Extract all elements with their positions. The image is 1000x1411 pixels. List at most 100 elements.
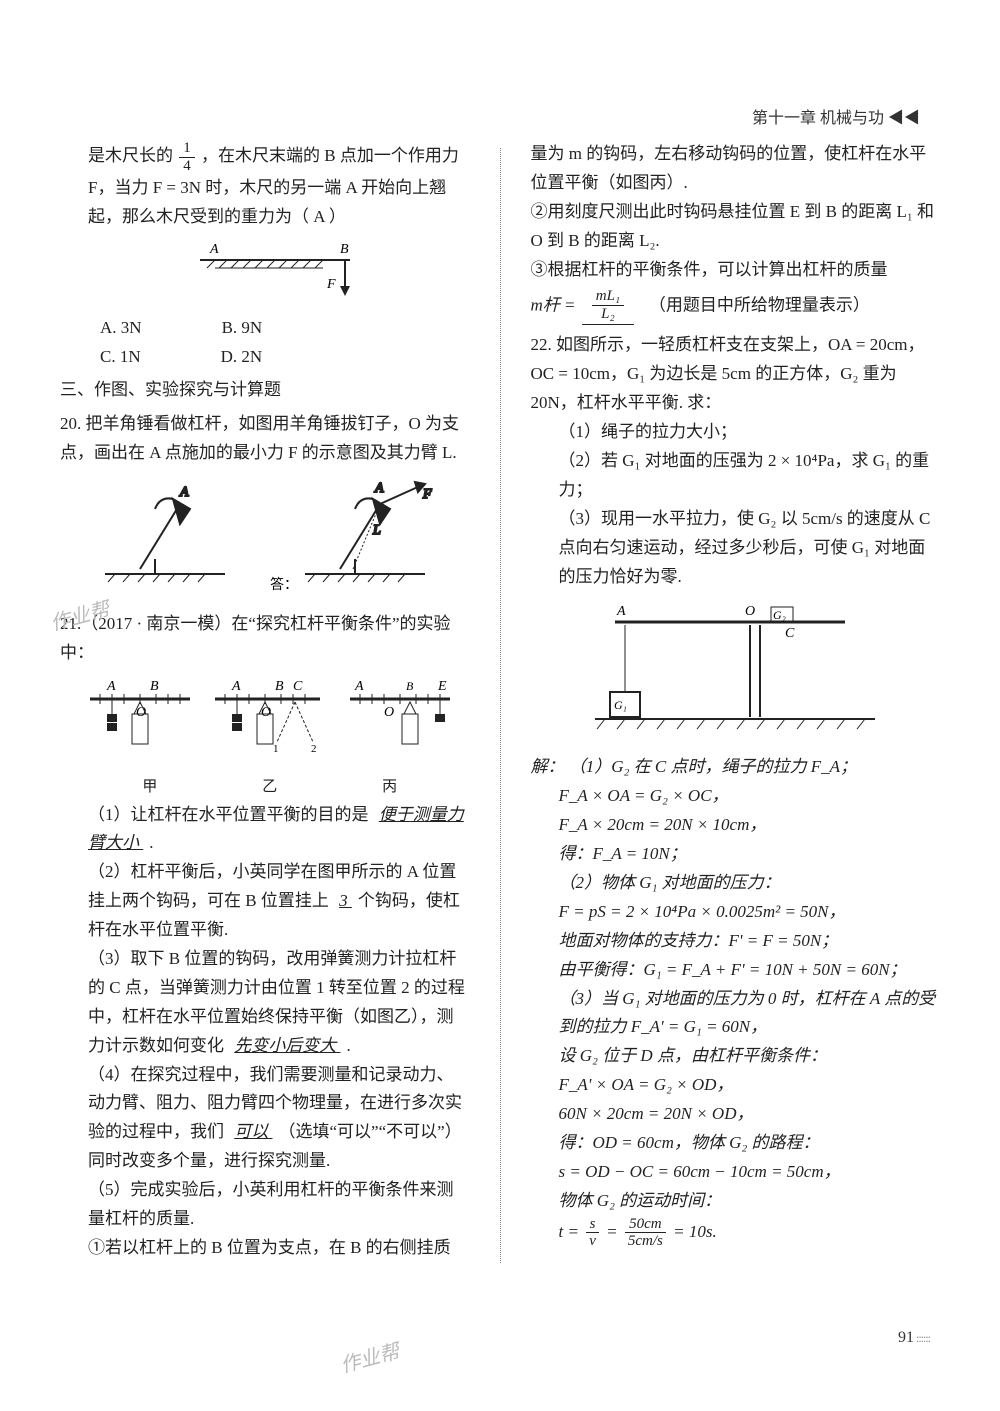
choice-D: D. 2N <box>221 343 263 372</box>
sol-3g: s = OD − OC = 60cm − 10cm = 50cm， <box>531 1158 941 1187</box>
q19-text: 是木尺长的 1 4 ，在木尺末端的 B 点加一个作用力 <box>60 140 470 174</box>
sol-label: 解： <box>531 757 565 776</box>
q21-p2-ans: 3 <box>333 891 358 910</box>
q21-p3-ans: 先变小后变大 <box>228 1036 346 1055</box>
q22-diagram: A O G₂ C G₁ <box>585 597 885 747</box>
label-jia: 甲 <box>142 775 157 801</box>
frac-num: 1 <box>179 140 195 158</box>
q19-dia-F: F <box>326 277 336 292</box>
q20-dia-L: L <box>372 523 381 538</box>
q22-p3: （3）现用一水平拉力，使 G₂ 以 5cm/s 的速度从 C 点向右匀速运动，经… <box>531 505 941 592</box>
q19-diagram: A B F <box>155 238 375 308</box>
q20-dia-F: F <box>422 487 432 502</box>
sol-3i-l: t = <box>559 1222 579 1241</box>
q21-text: 21.（2017 · 南京一模）在“探究杠杆平衡条件”的实验中： <box>60 610 470 668</box>
q21-subfig-labels: 甲 乙 丙 <box>60 775 470 801</box>
q21-p4: （4）在探究过程中，我们需要测量和记录动力、动力臂、阻力、阻力臂四个物理量，在进… <box>60 1061 470 1177</box>
svg-text:E: E <box>437 679 447 694</box>
q22-A: A <box>616 604 626 619</box>
sol-3i-m: = <box>606 1222 617 1241</box>
sol-3h: 物体 G₂ 的运动时间： <box>531 1187 941 1216</box>
sol-3d: F_A' × OA = G₂ × OD， <box>531 1071 941 1100</box>
eq-right: （用题目中所给物理量表示） <box>649 296 870 315</box>
frac-den: 4 <box>179 158 195 175</box>
eq-left: m杆 = <box>531 296 576 315</box>
q22-G1: G₁ <box>614 698 627 712</box>
sol-3a: （3）当 G₁ 对地面的压力为 0 时，杠杆在 A 点的受 <box>531 985 941 1014</box>
q22-p2: （2）若 G₁ 对地面的压强为 2 × 10⁴Pa，求 G₁ 的重力； <box>531 447 941 505</box>
eq-den: L₂ <box>597 306 619 323</box>
svg-text:A: A <box>354 679 364 694</box>
sol-2d: 由平衡得：G₁ = F_A + F' = 10N + 50N = 60N； <box>531 956 941 985</box>
choice-A: A. 3N <box>100 314 142 343</box>
q21-p1b: . <box>149 833 153 852</box>
q21-p2: （2）杠杆平衡后，小英同学在图甲所示的 A 位置挂上两个钩码，可在 B 位置挂上… <box>60 858 470 945</box>
q22-p1: （1）绳子的拉力大小； <box>531 418 941 447</box>
sol-2a: （2）物体 G₁ 对地面的压力： <box>531 869 941 898</box>
section3-title: 三、作图、实验探究与计算题 <box>60 376 470 405</box>
q21-p3: （3）取下 B 位置的钩码，改用弹簧测力计拉杠杆的 C 点，当弹簧测力计由位置 … <box>60 945 470 1061</box>
f2d: 5cm/s <box>624 1233 667 1250</box>
sol-3c: 设 G₂ 位于 D 点，由杠杆平衡条件： <box>531 1042 941 1071</box>
q21-p5-2: ②用刻度尺测出此时钩码悬挂位置 E 到 B 的距离 L₁ 和 O 到 B 的距离… <box>531 198 941 256</box>
q19-frac: 1 4 <box>179 140 195 174</box>
q22-G2: G₂ <box>773 608 786 622</box>
q21-diagram: A B O A B C O 1 <box>70 674 460 769</box>
sol-3e: 60N × 20cm = 20N × OD， <box>531 1100 941 1129</box>
solution: 解： （1）G₂ 在 C 点时，绳子的拉力 F_A； <box>531 753 941 782</box>
svg-text:O: O <box>384 705 394 720</box>
f2n: 50cm <box>625 1216 666 1234</box>
q22-C: C <box>785 626 795 641</box>
eq-frac: mL₁ L₂ <box>582 288 634 325</box>
svg-text:B: B <box>406 679 414 693</box>
choice-B: B. 9N <box>222 314 263 343</box>
q19-b: ，在木尺末端的 B 点加一个作用力 <box>201 146 459 165</box>
sol-3b: 到的拉力 F_A' = G₁ = 60N， <box>531 1013 941 1042</box>
choice-C: C. 1N <box>100 343 141 372</box>
sol-3i-f1: s v <box>585 1216 600 1250</box>
sol-2b: F = pS = 2 × 10⁴Pa × 0.0025m² = 50N， <box>531 898 941 927</box>
q20-ans-label: 答： <box>270 576 298 593</box>
svg-text:B: B <box>275 679 284 694</box>
q19-dia-A: A <box>209 242 219 257</box>
q21-p5: （5）完成实验后，小英利用杠杆的平衡条件来测量杠杆的质量. <box>60 1176 470 1234</box>
q19-line2: F，当力 F = 3N 时，木尺的另一端 A 开始向上翘起，那么木尺受到的重力为… <box>60 174 470 232</box>
q19-a: 是木尺长的 <box>88 146 173 165</box>
column-divider <box>500 148 501 1263</box>
svg-text:A: A <box>106 679 116 694</box>
sol-1b: F_A × OA = G₂ × OC， <box>531 782 941 811</box>
sol-1c: F_A × 20cm = 20N × 10cm， <box>531 811 941 840</box>
content-columns: 是木尺长的 1 4 ，在木尺末端的 B 点加一个作用力 F，当力 F = 3N … <box>60 140 940 1263</box>
q21-p1: （1）让杠杆在水平位置平衡的目的是 便于测量力臂大小 . <box>60 801 470 859</box>
sol-2c: 地面对物体的支持力：F' = F = 50N； <box>531 927 941 956</box>
f1n: s <box>586 1216 600 1234</box>
page-header: 第十一章 机械与功 ◀◀ <box>752 105 920 132</box>
q21-p5-1b: 量为 m 的钩码，左右移动钩码的位置，使杠杆在水平位置平衡（如图丙）. <box>531 140 941 198</box>
sol-1d: 得：F_A = 10N； <box>531 840 941 869</box>
q21-p1a: （1）让杠杆在水平位置平衡的目的是 <box>88 805 369 824</box>
q21-p5-3a: ③根据杠杆的平衡条件，可以计算出杠杆的质量 <box>531 256 941 285</box>
svg-text:A: A <box>231 679 241 694</box>
page-number: 91 <box>898 1324 930 1351</box>
right-column: 量为 m 的钩码，左右移动钩码的位置，使杠杆在水平位置平衡（如图丙）. ②用刻度… <box>531 140 941 1263</box>
q21-p3b: . <box>347 1036 351 1055</box>
sol-3i: t = s v = 50cm 5cm/s = 10s. <box>531 1216 941 1250</box>
sol-3i-f2: 50cm 5cm/s <box>624 1216 667 1250</box>
q20-diagram: A A F <box>75 474 455 604</box>
label-yi: 乙 <box>262 775 277 801</box>
q21-p4-ans: 可以 <box>228 1122 278 1141</box>
q20-text: 20. 把羊角锤看做杠杆，如图用羊角锤拔钉子，O 为支点，画出在 A 点施加的最… <box>60 410 470 468</box>
q20-dia-A2: A <box>374 481 384 496</box>
sol-1a: （1）G₂ 在 C 点时，绳子的拉力 F_A； <box>569 757 857 776</box>
q21-p5-1: ①若以杠杆上的 B 位置为支点，在 B 的右侧挂质 <box>60 1234 470 1263</box>
q22-O: O <box>745 604 755 619</box>
watermark-2: 作业帮 <box>337 1335 404 1383</box>
svg-text:1: 1 <box>273 743 279 755</box>
left-column: 是木尺长的 1 4 ，在木尺末端的 B 点加一个作用力 F，当力 F = 3N … <box>60 140 470 1263</box>
svg-text:C: C <box>293 679 303 694</box>
q19-dia-B: B <box>340 242 349 257</box>
svg-text:2: 2 <box>311 743 317 755</box>
sol-3f: 得：OD = 60cm，物体 G₂ 的路程： <box>531 1129 941 1158</box>
sol-3i-r: = 10s. <box>673 1222 717 1241</box>
label-bing: 丙 <box>382 775 397 801</box>
